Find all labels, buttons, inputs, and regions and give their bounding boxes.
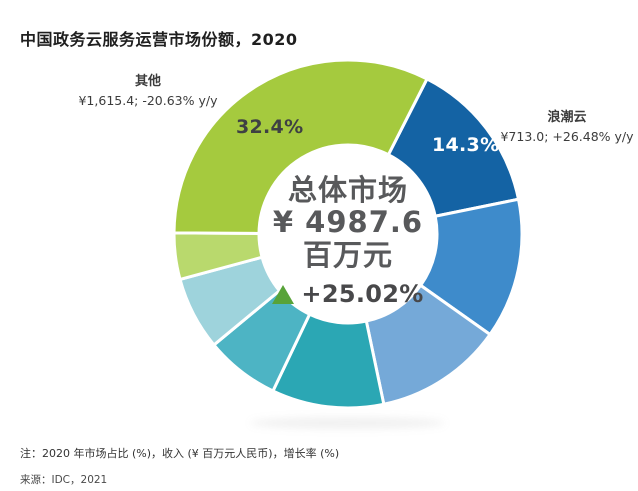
total-market-unit: 百万元 xyxy=(302,237,393,272)
source-note: 来源：IDC，2021 xyxy=(20,474,108,486)
callout-inspur: 浪潮云 ¥713.0; +26.48% y/y xyxy=(496,110,638,145)
growth-row: +25.02% xyxy=(248,280,448,308)
total-market-label: 总体市场 xyxy=(287,173,408,207)
callout-others: 其他 ¥1,615.4; -20.63% y/y xyxy=(58,74,238,109)
donut-shadow xyxy=(250,417,445,429)
footnote: 注：2020 年市场占比 (%)，收入 (¥ 百万元人民币)，增长率 (%) xyxy=(20,447,340,460)
growth-up-triangle-icon xyxy=(272,284,295,304)
total-market-growth: +25.02% xyxy=(301,280,424,309)
callout-inspur-detail: ¥713.0; +26.48% y/y xyxy=(500,128,634,144)
share-label-inspur: 14.3% xyxy=(432,134,500,156)
total-market-revenue: ¥ 4987.6 xyxy=(272,205,424,240)
callout-others-detail: ¥1,615.4; -20.63% y/y xyxy=(78,92,218,108)
share-label-others: 32.4% xyxy=(236,116,304,138)
donut-slice-其他 xyxy=(172,58,429,235)
donut-center-label: 总体市场 ¥ 4987.6 百万元 +25.02% xyxy=(248,174,448,308)
chart-title: 中国政务云服务运营市场份额，2020 xyxy=(20,30,298,49)
callout-others-name: 其他 xyxy=(134,74,161,89)
callout-inspur-name: 浪潮云 xyxy=(547,110,587,125)
